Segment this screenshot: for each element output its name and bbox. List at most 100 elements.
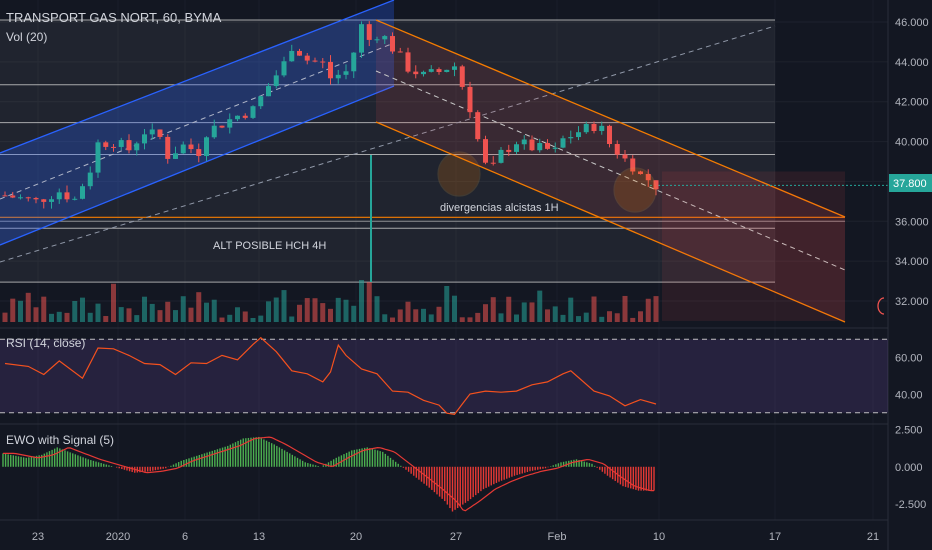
- candle-body: [33, 197, 39, 200]
- descending-channel-mid: [375, 70, 846, 271]
- price-tick-label: 32.000: [895, 296, 929, 308]
- candle-body: [56, 192, 62, 200]
- candle-body: [638, 171, 643, 175]
- divergence-circle-1: [437, 151, 481, 197]
- volume-bar: [165, 301, 171, 322]
- volume-bar: [390, 317, 395, 322]
- volume-bar: [638, 311, 643, 322]
- last-price-value: 37.800: [893, 178, 927, 190]
- candle-body: [568, 137, 574, 139]
- price-tick-label: 34.000: [895, 256, 929, 268]
- volume-bar: [304, 298, 310, 322]
- candle-body: [397, 51, 403, 53]
- ascending-channel-bottom: [0, 85, 395, 246]
- candle-body: [614, 144, 620, 155]
- candle-body: [165, 136, 171, 159]
- rsi-pane: 60.00 40.00: [0, 336, 923, 415]
- candle-body: [405, 52, 411, 72]
- candle-body: [281, 61, 287, 76]
- volume-bar: [630, 317, 636, 322]
- candle-body: [483, 139, 488, 163]
- candle-body: [382, 36, 388, 40]
- candle-body: [118, 140, 124, 147]
- price-axis[interactable]: 46.00044.00042.00040.00038.00036.00034.0…: [895, 17, 929, 308]
- volume-bar: [196, 292, 202, 322]
- volume-bar: [56, 311, 62, 322]
- candle-body: [242, 115, 248, 118]
- time-tick-label: 21: [867, 531, 879, 543]
- candle-body: [653, 180, 659, 190]
- candle-body: [444, 69, 450, 73]
- candle-body: [173, 153, 178, 159]
- volume-bar: [235, 307, 240, 322]
- volume-bar: [10, 298, 16, 322]
- volume-bar: [2, 312, 8, 322]
- candle-body: [312, 60, 318, 62]
- volume-bar: [537, 290, 543, 322]
- candle-body: [204, 137, 209, 157]
- candle-body: [87, 172, 93, 187]
- price-axis-marker: [877, 297, 885, 315]
- candle-body: [506, 149, 512, 152]
- candle-body: [149, 129, 155, 135]
- candle-body: [211, 125, 217, 138]
- volume-bar: [49, 313, 54, 322]
- rsi-band-fill: [0, 339, 888, 413]
- trend-extension-dashed: [0, 25, 776, 263]
- time-tick-label: 17: [769, 531, 781, 543]
- candle-body: [498, 149, 504, 163]
- volume-bar: [552, 306, 558, 322]
- volume-bar: [467, 317, 473, 322]
- ewo-signal-line: [3, 436, 654, 512]
- time-axis[interactable]: 23 2020 6 13 20 27 Feb 10 17 21: [32, 531, 879, 543]
- candle-body: [374, 39, 380, 41]
- candle-body: [157, 129, 163, 137]
- volume-bar: [490, 297, 496, 322]
- candle-body: [80, 186, 85, 199]
- volume-bar: [328, 308, 333, 322]
- descending-channel-top: [375, 19, 846, 218]
- candle-body: [328, 61, 333, 79]
- candle-body: [95, 142, 101, 173]
- volume-bars: [2, 155, 659, 322]
- price-tick-label: 44.000: [895, 57, 929, 69]
- volume-bar: [622, 295, 628, 322]
- volume-bar: [351, 305, 357, 322]
- symbol-title[interactable]: TRANSPORT GAS NORT, 60, BYMA: [6, 10, 222, 25]
- volume-bar: [134, 315, 140, 322]
- rsi-legend[interactable]: RSI (14, close): [6, 336, 85, 350]
- volume-bar: [41, 296, 47, 322]
- ewo-tick-label: -2.500: [895, 499, 926, 511]
- price-tick-label: 36.000: [895, 216, 929, 228]
- volume-bar: [529, 302, 535, 322]
- volume-bar: [421, 308, 426, 322]
- volume-bar: [568, 297, 574, 322]
- candle-body: [180, 144, 186, 154]
- time-tick-label: 27: [450, 531, 462, 543]
- volume-bar: [444, 286, 450, 322]
- volume-bar: [25, 292, 31, 322]
- rsi-line: [4, 336, 657, 415]
- volume-bar: [436, 306, 442, 322]
- pattern-annotation[interactable]: ALT POSIBLE HCH 4H: [213, 240, 326, 252]
- ewo-legend[interactable]: EWO with Signal (5): [6, 433, 114, 447]
- candle-body: [25, 197, 31, 199]
- volume-bar: [204, 302, 209, 322]
- divergence-annotation[interactable]: divergencias alcistas 1H: [440, 202, 559, 214]
- candle-body: [2, 195, 8, 197]
- grid-lines: [0, 21, 888, 302]
- volume-bar: [180, 296, 186, 322]
- candle-body: [320, 61, 326, 63]
- candle-body: [436, 69, 442, 73]
- volume-bar: [506, 296, 512, 322]
- volume-legend[interactable]: Vol (20): [6, 30, 47, 44]
- volume-bar: [428, 314, 434, 322]
- time-tick-label: 2020: [106, 531, 130, 543]
- volume-bar: [483, 304, 488, 322]
- volume-bar: [320, 303, 326, 322]
- volume-bar: [281, 290, 287, 322]
- volume-bar: [653, 296, 659, 322]
- drawing-tools[interactable]: [0, 0, 888, 323]
- volume-bar: [607, 311, 612, 322]
